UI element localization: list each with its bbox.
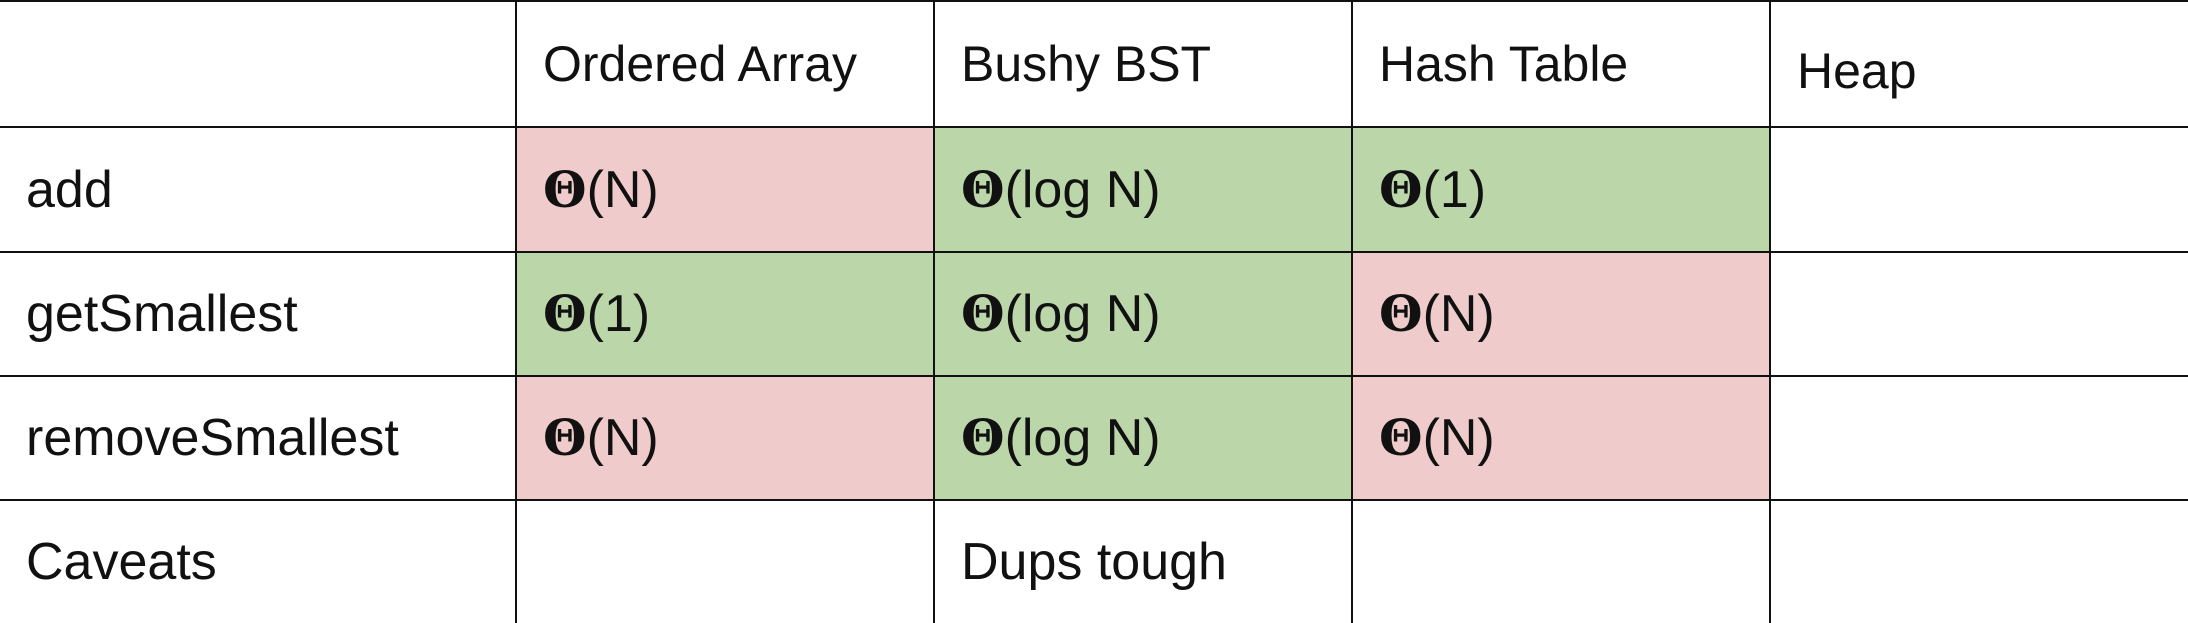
cell-text: Dups tough xyxy=(961,533,1227,591)
cell-text: (log N) xyxy=(1004,409,1161,467)
cell-text: (log N) xyxy=(1004,160,1161,219)
cell-removesmallest-hash-table: Θ(N) xyxy=(1351,375,1771,501)
cell-caveats-ordered-array xyxy=(515,499,935,623)
cell-text: (N) xyxy=(1422,285,1495,343)
cell-caveats-hash-table xyxy=(1351,499,1771,623)
cell-removesmallest-heap xyxy=(1769,375,2188,501)
theta-symbol: Θ xyxy=(961,284,1005,343)
table-row-caveats: Caveats Dups tough xyxy=(0,499,2188,623)
cell-text: (log N) xyxy=(1004,285,1161,343)
cell-getsmallest-hash-table: Θ(N) xyxy=(1351,251,1771,377)
header-hash-table: Hash Table xyxy=(1351,0,1771,128)
cell-text: (N) xyxy=(586,160,659,219)
header-row: Ordered Array Bushy BST Hash Table Heap xyxy=(0,0,2188,128)
row-label-removesmallest: removeSmallest xyxy=(0,375,517,501)
theta-symbol: Θ xyxy=(1379,284,1423,343)
header-bushy-bst: Bushy BST xyxy=(933,0,1353,128)
cell-text: (N) xyxy=(586,409,659,467)
cell-text: (1) xyxy=(586,285,651,343)
cell-add-ordered-array: Θ(N) xyxy=(515,126,935,253)
theta-symbol: Θ xyxy=(543,284,587,343)
cell-removesmallest-ordered-array: Θ(N) xyxy=(515,375,935,501)
table-row-getsmallest: getSmallest Θ(1) Θ(log N) Θ(N) xyxy=(0,251,2188,377)
cell-getsmallest-ordered-array: Θ(1) xyxy=(515,251,935,377)
row-label-caveats: Caveats xyxy=(0,499,517,623)
row-label-getsmallest: getSmallest xyxy=(0,251,517,377)
table-row-removesmallest: removeSmallest Θ(N) Θ(log N) Θ(N) xyxy=(0,375,2188,501)
cell-getsmallest-bushy-bst: Θ(log N) xyxy=(933,251,1353,377)
theta-symbol: Θ xyxy=(961,408,1005,467)
theta-symbol: Θ xyxy=(543,408,587,467)
cell-getsmallest-heap xyxy=(1769,251,2188,377)
row-label-add: add xyxy=(0,126,517,253)
theta-symbol: Θ xyxy=(1379,408,1423,467)
header-blank-cell xyxy=(0,0,517,128)
cell-text: (N) xyxy=(1422,409,1495,467)
theta-symbol: Θ xyxy=(543,159,587,219)
cell-add-bushy-bst: Θ(log N) xyxy=(933,126,1353,253)
theta-symbol: Θ xyxy=(1379,159,1423,219)
table-row-add: add Θ(N) Θ(log N) Θ(1) xyxy=(0,126,2188,253)
header-ordered-array: Ordered Array xyxy=(515,0,935,128)
cell-text: (1) xyxy=(1422,160,1487,219)
theta-symbol: Θ xyxy=(961,159,1005,219)
cell-add-hash-table: Θ(1) xyxy=(1351,126,1771,253)
cell-removesmallest-bushy-bst: Θ(log N) xyxy=(933,375,1353,501)
cell-caveats-bushy-bst: Dups tough xyxy=(933,499,1353,623)
header-heap: Heap xyxy=(1769,0,2188,128)
cell-caveats-heap xyxy=(1769,499,2188,623)
cell-add-heap xyxy=(1769,126,2188,253)
